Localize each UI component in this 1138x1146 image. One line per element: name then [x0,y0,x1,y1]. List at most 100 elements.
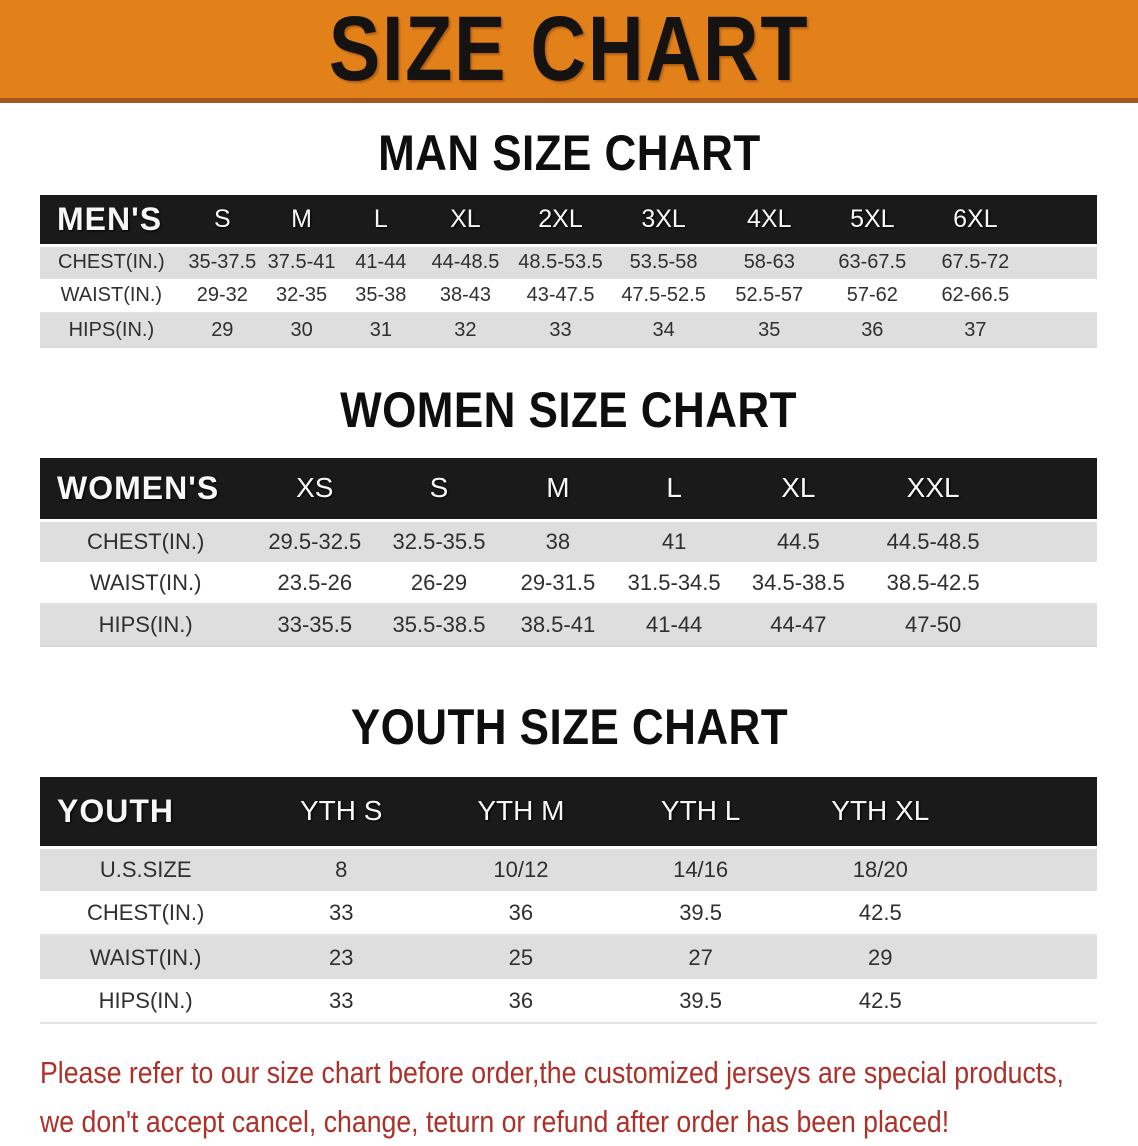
men-table-body: CHEST(IN.) 35-37.5 37.5-41 41-44 44-48.5 48.5… [40,245,1097,347]
size-value-cell: 33 [328,899,354,925]
size-value-cell: 29-32 [196,284,248,306]
size-value-cell: 44-47 [770,612,827,637]
youth-size-chart-heading-text: YOUTH SIZE CHART [350,699,788,755]
row-spacer [1002,604,1097,646]
banner-title: SIZE CHART [328,0,810,100]
men-table-header: MEN'S S M L XL 2XL 3XL 4XL 5XL 6XL [40,195,1097,247]
order-note: Please refer to our size chart before or… [40,1048,1138,1146]
size-value-cell: 42.5 [858,987,902,1013]
size-value-cell: 38 [545,528,571,554]
size-column-header: 3XL [610,195,717,247]
size-value-cell: 32.5-35.5 [392,528,486,554]
size-value-cell: 33 [328,987,354,1013]
row-label: WAIST(IN.) [89,944,202,970]
row-spacer [970,847,1097,891]
size-column-header: M [499,458,617,522]
men-header-label: MEN'S [40,195,183,247]
order-note-line-1: Please refer to our size chart before or… [40,1055,1064,1090]
size-column-header: XL [420,195,511,247]
row-spacer [970,891,1097,935]
size-value-cell: 29 [211,318,234,341]
row-spacer [1028,279,1097,313]
men-size-chart-heading-text: MAN SIZE CHART [377,125,761,181]
size-column-header: YTH S [251,777,432,849]
youth-size-section: YOUTH SIZE CHART YOUTH YTH S YTH M YTH L YTH … [0,701,1138,1024]
table-row: CHEST(IN.) 35-37.5 37.5-41 41-44 44-48.5 48.5… [40,245,1097,279]
size-column-header: 6XL [922,195,1029,247]
size-value-cell: 23.5-26 [277,569,353,595]
size-column-header: 4XL [716,195,823,247]
men-size-table: MEN'S S M L XL 2XL 3XL 4XL 5XL 6XL CHEST(IN.) 35-37… [40,195,1097,348]
size-value-cell: 29 [868,944,893,970]
size-value-cell: 14/16 [673,856,729,882]
size-column-header: 5XL [822,195,923,247]
men-size-section: MAN SIZE CHART MEN'S S M L XL 2XL 3XL 4XL 5XL 6XL C… [0,127,1138,348]
size-column-header: S [182,195,262,247]
size-value-cell: 67.5-72 [941,251,1010,274]
size-value-cell: 47-50 [904,612,962,637]
women-table-header: WOMEN'S XS S M L XL XXL [40,458,1097,522]
size-column-header: XXL [864,458,1002,522]
row-spacer [1002,562,1097,604]
size-column-header: YTH L [610,777,791,849]
row-label: HIPS(IN.) [68,318,155,341]
size-value-cell: 25 [508,944,534,970]
table-row: WAIST(IN.) 23 25 27 29 [40,935,1097,979]
size-value-cell: 36 [508,899,534,925]
size-chart-banner: SIZE CHART [0,0,1138,103]
size-value-cell: 57-62 [846,284,898,306]
women-size-table: WOMEN'S XS S M L XL XXL CHEST(IN.) 29.5-32.5 32.5… [40,458,1097,647]
header-spacer [1001,458,1097,522]
size-value-cell: 52.5-57 [735,284,804,306]
row-spacer [970,935,1097,979]
row-label: WAIST(IN.) [89,569,202,595]
women-size-section: WOMEN SIZE CHART WOMEN'S XS S M L XL XXL CHEST(I… [0,384,1138,647]
youth-size-table: YOUTH YTH S YTH M YTH L YTH XL U.S.SIZE 8 10/12… [40,777,1097,1024]
size-value-cell: 27 [688,944,713,970]
size-column-header: XS [251,458,379,522]
size-value-cell: 32-35 [276,284,328,306]
row-label: HIPS(IN.) [98,612,193,637]
size-value-cell: 41 [661,528,687,554]
size-value-cell: 37 [964,318,987,341]
size-value-cell: 43-47.5 [526,284,595,306]
size-value-cell: 37.5-41 [267,251,336,274]
row-label: CHEST(IN.) [87,528,205,554]
size-value-cell: 35 [758,318,781,341]
size-value-cell: 26-29 [410,569,468,595]
size-value-cell: 23 [328,944,354,970]
size-value-cell: 31 [369,318,392,341]
size-value-cell: 8 [335,856,348,882]
header-spacer [1028,195,1097,247]
men-size-chart-heading: MAN SIZE CHART [0,127,1138,179]
header-row: MEN'S S M L XL 2XL 3XL 4XL 5XL 6XL [40,195,1097,247]
table-row: WAIST(IN.) 29-32 32-35 35-38 38-43 43-47.5 47.… [40,279,1097,313]
size-value-cell: 38.5-42.5 [886,569,980,595]
size-value-cell: 29-31.5 [520,569,596,595]
size-value-cell: 35.5-38.5 [392,612,486,637]
header-spacer [970,777,1097,849]
table-row: CHEST(IN.) 29.5-32.5 32.5-35.5 38 41 44.5 44.5… [40,520,1097,562]
table-row: U.S.SIZE 8 10/12 14/16 18/20 [40,847,1097,891]
size-value-cell: 41-44 [646,612,703,637]
row-label: U.S.SIZE [99,856,192,882]
table-row: HIPS(IN.) 33-35.5 35.5-38.5 38.5-41 41-44 44-… [40,604,1097,646]
size-value-cell: 44-48.5 [431,251,500,274]
size-value-cell: 36 [861,318,884,341]
size-column-header: 2XL [510,195,611,247]
size-value-cell: 48.5-53.5 [518,251,603,274]
size-value-cell: 35-38 [355,284,407,306]
table-row: HIPS(IN.) 33 36 39.5 42.5 [40,979,1097,1023]
youth-table-body: U.S.SIZE 8 10/12 14/16 18/20 CHEST(IN.) 33 36 39… [40,847,1097,1023]
row-label: CHEST(IN.) [58,251,165,274]
row-label: CHEST(IN.) [87,899,205,925]
table-row: HIPS(IN.) 29 30 31 32 33 34 35 36 37 [40,313,1097,347]
row-spacer [1002,520,1097,562]
size-value-cell: 30 [290,318,313,341]
women-header-label: WOMEN'S [40,458,252,522]
size-column-header: S [378,458,500,522]
size-value-cell: 47.5-52.5 [621,284,706,306]
size-value-cell: 33-35.5 [277,612,353,637]
size-value-cell: 62-66.5 [941,284,1010,306]
row-spacer [1028,245,1097,279]
